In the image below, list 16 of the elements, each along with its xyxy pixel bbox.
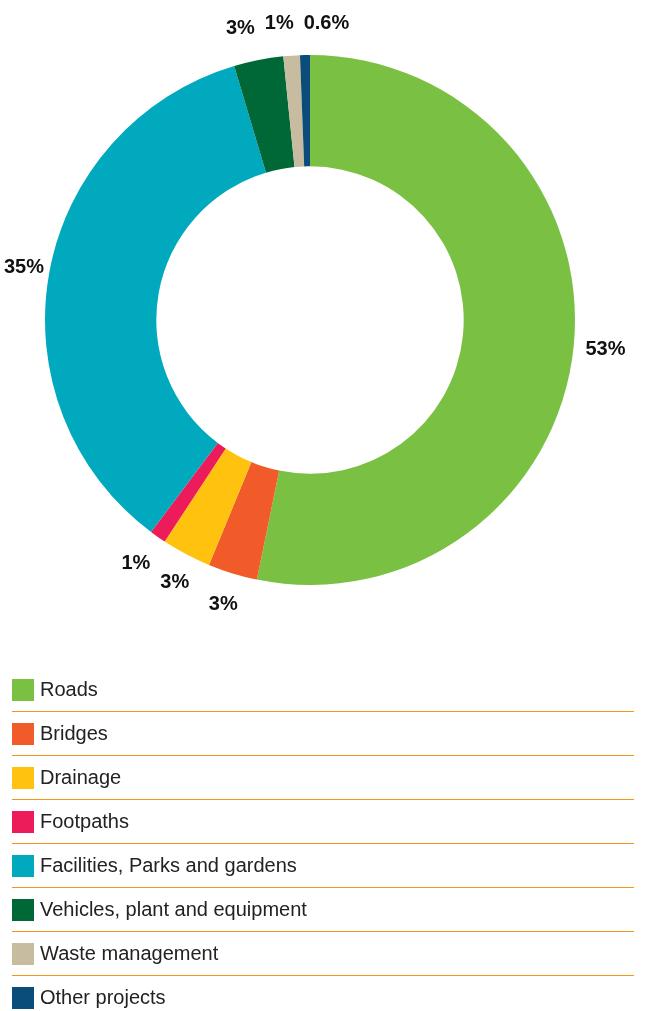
data-label: 3%	[208, 591, 238, 614]
legend-label: Footpaths	[40, 810, 129, 833]
legend-label: Drainage	[40, 766, 122, 789]
legend-label: Roads	[40, 678, 98, 701]
data-label: 3%	[225, 16, 256, 39]
legend-label: Facilities, Parks and gardens	[40, 854, 297, 877]
data-label: 3%	[160, 570, 190, 593]
legend-label: Bridges	[40, 722, 108, 745]
data-label: 0.6%	[303, 10, 350, 33]
data-label: 53%	[585, 337, 626, 360]
data-label: 1%	[121, 550, 151, 573]
legend-label: Waste management	[40, 942, 219, 965]
legend-label: Vehicles, plant and equipment	[40, 898, 307, 921]
data-label: 35%	[4, 255, 45, 278]
data-label: 1%	[264, 11, 294, 34]
legend-label: Other projects	[40, 986, 166, 1009]
